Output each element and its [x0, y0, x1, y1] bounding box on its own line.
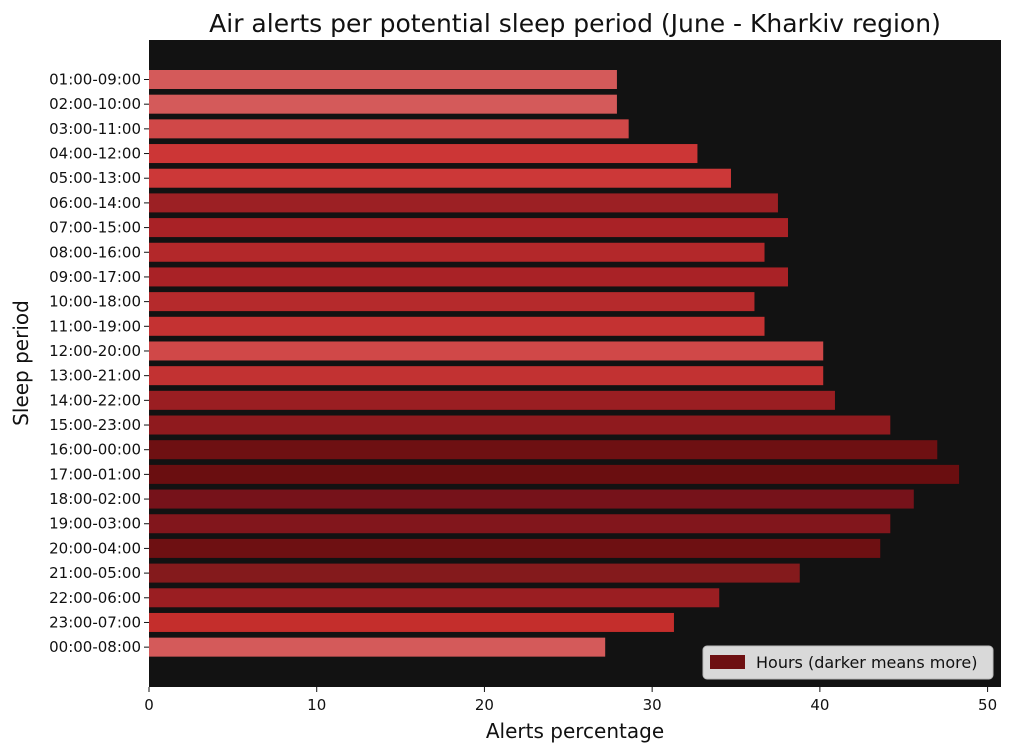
bar-0100-0900	[149, 70, 617, 89]
y-tick-label: 13:00-21:00	[49, 367, 141, 385]
y-tick-label: 21:00-05:00	[49, 564, 141, 582]
x-tick-label: 40	[810, 696, 829, 714]
y-tick-label: 06:00-14:00	[49, 194, 141, 212]
bar-1300-2100	[149, 366, 824, 386]
bar-0600-1400	[149, 193, 778, 213]
y-tick-label: 03:00-11:00	[49, 120, 141, 138]
chart-title: Air alerts per potential sleep period (J…	[209, 9, 941, 38]
legend-box	[702, 645, 994, 680]
legend-label: Hours (darker means more)	[756, 653, 977, 672]
x-tick-label: 20	[475, 696, 494, 714]
legend: Hours (darker means more)	[702, 645, 994, 680]
bar-2000-0400	[149, 538, 881, 558]
bar-0900-1700	[149, 267, 788, 287]
bar-1700-0100	[149, 464, 960, 484]
y-tick-label: 12:00-20:00	[49, 342, 141, 360]
bar-2200-0600	[149, 588, 720, 608]
y-tick-label: 15:00-23:00	[49, 416, 141, 434]
legend-swatch	[710, 655, 745, 669]
y-tick-labels: 01:00-09:00 02:00-10:00 03:00-11:00 04:00-1…	[49, 71, 149, 656]
bars	[149, 70, 960, 657]
bar-0200-1000	[149, 94, 617, 114]
y-tick-label: 16:00-00:00	[49, 441, 141, 459]
y-tick-label: 09:00-17:00	[49, 268, 141, 286]
y-tick-label: 17:00-01:00	[49, 465, 141, 483]
x-ticks: 0 10 20 30 40 50	[144, 687, 997, 714]
bar-0700-1500	[149, 218, 788, 238]
y-tick-label: 22:00-06:00	[49, 589, 141, 607]
bar-1400-2200	[149, 390, 835, 410]
bar-1800-0200	[149, 489, 914, 509]
bar-0300-1100	[149, 119, 629, 139]
bar-1600-0000	[149, 440, 938, 460]
bar-2300-0700	[149, 612, 674, 632]
y-axis-label: Sleep period	[9, 300, 33, 426]
bar-0000-0800	[149, 637, 606, 657]
y-tick-label: 00:00-08:00	[49, 638, 141, 656]
bar-1900-0300	[149, 514, 891, 534]
bar-0500-1300	[149, 168, 731, 188]
x-tick-label: 10	[307, 696, 326, 714]
bar-1100-1900	[149, 316, 765, 336]
y-tick-label: 18:00-02:00	[49, 490, 141, 508]
y-tick-label: 20:00-04:00	[49, 539, 141, 557]
bar-1500-2300	[149, 415, 891, 435]
bar-1200-2000	[149, 341, 824, 361]
y-tick-label: 19:00-03:00	[49, 515, 141, 533]
y-tick-label: 02:00-10:00	[49, 95, 141, 113]
bar-0800-1600	[149, 242, 765, 262]
x-tick-label: 0	[144, 696, 154, 714]
bar-1000-1800	[149, 292, 755, 312]
y-tick-label: 05:00-13:00	[49, 169, 141, 187]
y-tick-label: 11:00-19:00	[49, 317, 141, 335]
bar-0400-1200	[149, 144, 698, 164]
y-tick-label: 01:00-09:00	[49, 71, 141, 89]
x-axis-label: Alerts percentage	[486, 719, 664, 743]
y-tick-label: 23:00-07:00	[49, 613, 141, 631]
x-tick-label: 50	[978, 696, 997, 714]
y-tick-label: 08:00-16:00	[49, 243, 141, 261]
x-tick-label: 30	[643, 696, 662, 714]
y-tick-label: 07:00-15:00	[49, 219, 141, 237]
y-tick-label: 10:00-18:00	[49, 293, 141, 311]
y-tick-label: 14:00-22:00	[49, 391, 141, 409]
y-tick-label: 04:00-12:00	[49, 145, 141, 163]
bar-2100-0500	[149, 563, 800, 583]
